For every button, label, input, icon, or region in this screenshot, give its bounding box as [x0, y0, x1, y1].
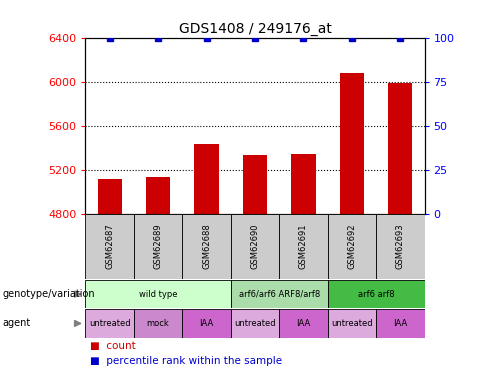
Text: arf6/arf6 ARF8/arf8: arf6/arf6 ARF8/arf8 — [239, 290, 320, 298]
Text: GSM62690: GSM62690 — [250, 224, 260, 269]
Bar — [231, 280, 327, 308]
Bar — [327, 280, 425, 308]
Bar — [327, 309, 376, 338]
Text: GSM62688: GSM62688 — [202, 224, 211, 269]
Text: untreated: untreated — [234, 319, 276, 328]
Text: arf6 arf8: arf6 arf8 — [358, 290, 394, 298]
Title: GDS1408 / 249176_at: GDS1408 / 249176_at — [179, 22, 331, 36]
Text: mock: mock — [147, 319, 169, 328]
Bar — [231, 214, 279, 279]
Text: wild type: wild type — [139, 290, 177, 298]
Text: GSM62687: GSM62687 — [105, 224, 114, 269]
Text: GSM62689: GSM62689 — [154, 224, 163, 269]
Bar — [279, 309, 327, 338]
Bar — [146, 177, 170, 214]
Text: GSM62691: GSM62691 — [299, 224, 308, 269]
Bar — [376, 214, 425, 279]
Text: ■  percentile rank within the sample: ■ percentile rank within the sample — [90, 356, 283, 366]
Bar — [231, 309, 279, 338]
Bar — [376, 309, 425, 338]
Text: GSM62693: GSM62693 — [396, 224, 405, 269]
Text: genotype/variation: genotype/variation — [2, 289, 95, 299]
Text: untreated: untreated — [89, 319, 130, 328]
Bar — [134, 309, 183, 338]
Bar — [243, 155, 267, 214]
Bar — [194, 144, 219, 214]
Text: GSM62692: GSM62692 — [347, 224, 356, 269]
Bar — [183, 214, 231, 279]
Bar — [340, 73, 364, 214]
Bar — [279, 214, 327, 279]
Bar — [98, 178, 122, 214]
Bar — [388, 82, 412, 214]
Bar — [134, 214, 183, 279]
Bar — [85, 309, 134, 338]
Bar — [183, 309, 231, 338]
Bar — [85, 214, 134, 279]
Text: IAA: IAA — [296, 319, 310, 328]
Bar — [85, 280, 231, 308]
Text: ■  count: ■ count — [90, 340, 136, 351]
Text: agent: agent — [2, 318, 31, 328]
Bar — [291, 154, 316, 214]
Text: IAA: IAA — [393, 319, 407, 328]
Text: untreated: untreated — [331, 319, 373, 328]
Bar — [327, 214, 376, 279]
Text: IAA: IAA — [200, 319, 214, 328]
